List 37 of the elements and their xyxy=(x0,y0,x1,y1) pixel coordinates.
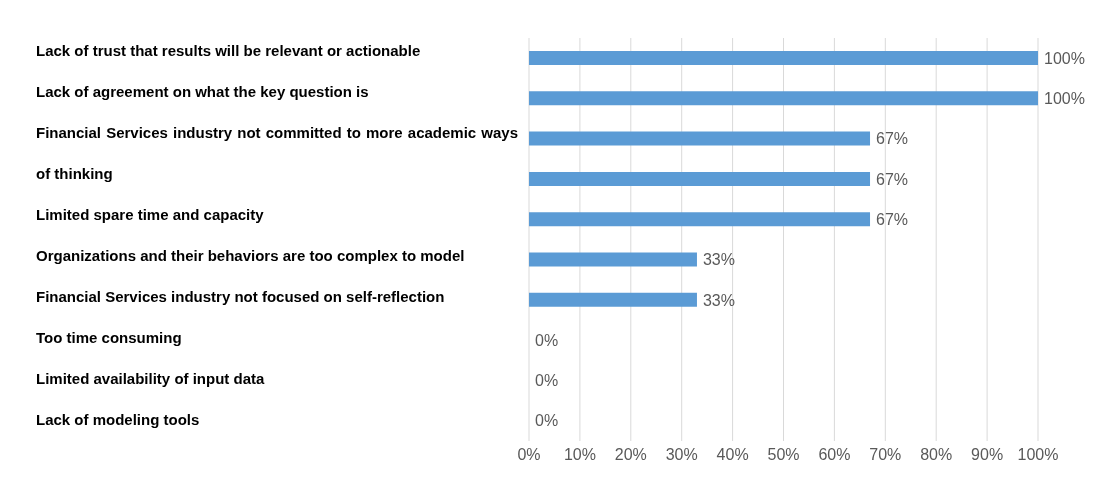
x-tick-label: 100% xyxy=(1017,446,1059,464)
text: Financial Services industry not committed to more academic ways of thinking xyxy=(36,124,518,182)
data-label: 0% xyxy=(535,372,559,390)
data-label: 67% xyxy=(876,130,909,148)
text: Organizations and their behaviors are too complex to model xyxy=(36,246,466,266)
x-tick-label: 80% xyxy=(920,446,953,464)
data-label: 67% xyxy=(876,170,909,188)
bar xyxy=(529,171,871,186)
bar xyxy=(529,212,871,227)
x-tick-label: 10% xyxy=(563,446,596,464)
bar xyxy=(529,292,697,307)
bar xyxy=(529,252,697,267)
x-tick-label: 0% xyxy=(517,446,541,464)
text: Financial Services industry not focused on self-reflection xyxy=(36,287,446,307)
data-label: 33% xyxy=(702,291,735,309)
x-tick-label: 50% xyxy=(767,446,800,464)
text: Lack of agreement on what the key question is xyxy=(36,82,370,102)
bar xyxy=(529,91,1038,106)
text: Lack of modeling tools xyxy=(36,410,201,430)
x-tick-label: 70% xyxy=(869,446,902,464)
x-tick-label: 90% xyxy=(971,446,1004,464)
x-tick-label: 60% xyxy=(818,446,851,464)
text: Limited availability of input data xyxy=(36,369,266,389)
data-label: 33% xyxy=(702,251,735,269)
x-tick-label: 40% xyxy=(716,446,749,464)
text: Too time consuming xyxy=(36,328,183,348)
data-label: 100% xyxy=(1044,49,1085,67)
text: Limited spare time and capacity xyxy=(36,205,265,225)
data-label: 100% xyxy=(1044,90,1085,108)
data-label: 0% xyxy=(535,412,559,430)
x-tick-label: 30% xyxy=(665,446,698,464)
x-tick-label: 20% xyxy=(614,446,647,464)
data-label: 0% xyxy=(535,331,559,349)
text: Lack of trust that results will be relevant or actionable xyxy=(36,41,422,61)
bar xyxy=(529,51,1038,65)
bar xyxy=(529,131,871,146)
data-label: 67% xyxy=(876,210,909,228)
